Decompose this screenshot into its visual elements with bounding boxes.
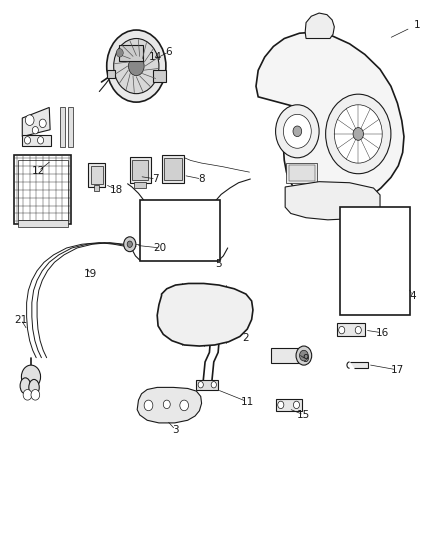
Polygon shape [157, 284, 253, 346]
Ellipse shape [198, 382, 203, 388]
Bar [140, 200, 220, 261]
Bar [18, 160, 68, 220]
Bar [162, 155, 184, 183]
Ellipse shape [276, 105, 319, 158]
Text: 21: 21 [14, 314, 28, 325]
Ellipse shape [128, 56, 144, 76]
Text: 17: 17 [391, 365, 404, 375]
Bar [153, 70, 166, 82]
Bar [196, 380, 218, 390]
Text: 6: 6 [166, 47, 172, 56]
Ellipse shape [39, 119, 46, 127]
Ellipse shape [278, 401, 284, 409]
Ellipse shape [293, 126, 302, 136]
Ellipse shape [353, 127, 364, 140]
Polygon shape [350, 362, 368, 368]
Ellipse shape [107, 30, 166, 102]
Bar [88, 163, 105, 187]
Ellipse shape [21, 365, 41, 389]
Ellipse shape [334, 105, 382, 163]
Text: 11: 11 [240, 397, 254, 407]
Text: 3: 3 [172, 425, 179, 435]
Polygon shape [256, 32, 404, 208]
Ellipse shape [23, 390, 32, 400]
Bar [119, 45, 143, 61]
Ellipse shape [296, 346, 312, 365]
Bar [60, 108, 65, 147]
Text: 18: 18 [110, 184, 124, 195]
Bar [134, 182, 146, 188]
Ellipse shape [355, 326, 361, 334]
Ellipse shape [325, 94, 391, 174]
Ellipse shape [211, 382, 216, 388]
Polygon shape [22, 108, 50, 136]
Ellipse shape [38, 136, 44, 144]
Text: 20: 20 [154, 243, 167, 253]
Ellipse shape [32, 126, 39, 134]
Text: 2: 2 [242, 333, 248, 343]
Ellipse shape [20, 378, 31, 394]
Bar [271, 348, 298, 363]
Text: 8: 8 [198, 174, 205, 184]
Ellipse shape [293, 401, 300, 409]
Bar [14, 155, 71, 224]
Text: 14: 14 [149, 52, 162, 62]
Bar [91, 166, 103, 184]
Bar [289, 165, 315, 181]
Ellipse shape [339, 326, 345, 334]
Ellipse shape [25, 136, 31, 144]
Text: 16: 16 [375, 328, 389, 338]
Ellipse shape [300, 350, 308, 361]
Bar [107, 70, 116, 78]
Bar [67, 108, 73, 147]
Bar [340, 207, 410, 316]
Bar [94, 185, 99, 191]
Ellipse shape [124, 237, 136, 252]
Ellipse shape [29, 379, 39, 395]
Bar [336, 323, 365, 336]
Text: 4: 4 [410, 290, 416, 301]
Ellipse shape [116, 49, 123, 57]
Ellipse shape [144, 400, 153, 411]
Text: 9: 9 [303, 354, 309, 364]
Text: 5: 5 [215, 259, 223, 269]
Bar [164, 158, 182, 180]
Ellipse shape [163, 400, 170, 409]
Ellipse shape [283, 114, 311, 148]
Text: 19: 19 [84, 270, 97, 279]
Text: 15: 15 [297, 410, 311, 420]
Bar [130, 157, 151, 183]
Ellipse shape [114, 38, 159, 94]
Bar [132, 160, 148, 180]
Text: 1: 1 [414, 20, 420, 30]
Ellipse shape [31, 390, 40, 400]
Text: 7: 7 [152, 174, 159, 184]
Bar [286, 163, 317, 183]
Ellipse shape [25, 115, 34, 125]
Bar [18, 220, 68, 227]
Ellipse shape [180, 400, 188, 411]
Polygon shape [305, 13, 334, 38]
Polygon shape [137, 387, 201, 423]
Bar [22, 135, 50, 146]
Bar [276, 399, 302, 411]
Polygon shape [285, 182, 380, 220]
Ellipse shape [127, 241, 132, 247]
Text: 12: 12 [32, 166, 45, 176]
